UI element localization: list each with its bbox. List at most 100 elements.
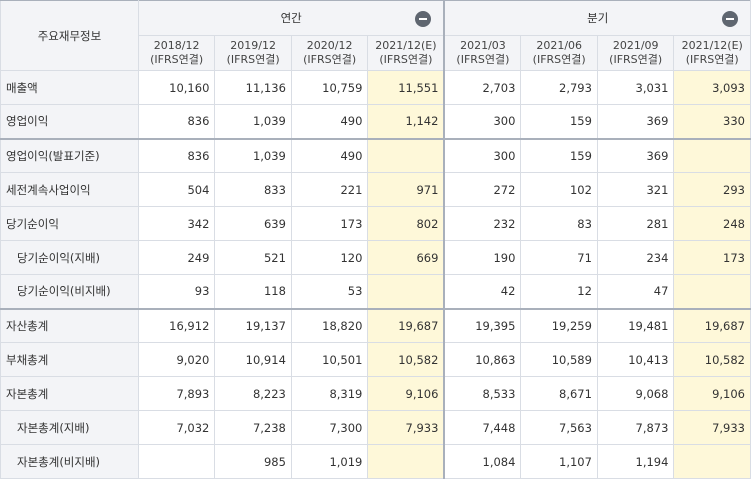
table-cell: 120 (290, 240, 369, 275)
table-cell: 281 (596, 206, 675, 241)
table-cell: 669 (367, 240, 445, 275)
period-column-header: 2019/12 (IFRS연결) (214, 35, 292, 71)
table-cell: 159 (520, 104, 598, 139)
table-cell: 490 (290, 104, 369, 139)
table-cell: 1,039 (214, 104, 292, 139)
table-cell: 18,820 (290, 307, 369, 343)
table-cell: 369 (596, 104, 675, 139)
row-label: 당기순이익 (0, 206, 139, 241)
table-cell: 1,142 (367, 104, 445, 139)
table-cell: 10,501 (290, 342, 369, 377)
period-label: 2018/12 (153, 39, 200, 52)
period-column-header: 2021/12(E) (IFRS연결) (367, 35, 445, 71)
period-label: 2020/12 (306, 39, 353, 52)
row-label: 영업이익 (0, 104, 139, 139)
table-cell: 369 (596, 137, 675, 173)
row-label: 자본총계 (0, 376, 139, 411)
table-cell: 2,793 (520, 70, 598, 105)
period-column-header: 2021/06 (IFRS연결) (520, 35, 598, 71)
table-cell (673, 444, 751, 479)
row-label: 세전계속사업이익 (0, 172, 139, 207)
basis-label: (IFRS연결) (226, 53, 280, 66)
row-label: 부채총계 (0, 342, 139, 377)
table-cell: 9,020 (137, 342, 216, 377)
table-cell: 19,687 (367, 307, 445, 343)
table-cell: 8,533 (443, 376, 522, 411)
annual-group-label: 연간 (280, 11, 302, 25)
table-cell: 221 (290, 172, 369, 207)
table-cell: 300 (443, 104, 522, 139)
table-cell: 9,106 (367, 376, 445, 411)
table-cell: 521 (214, 240, 292, 275)
table-cell: 7,300 (290, 410, 369, 445)
table-cell: 11,551 (367, 70, 445, 105)
table-cell: 321 (596, 172, 675, 207)
table-row: 영업이익(발표기준) 836 1,039 490 300 159 369 (0, 137, 751, 173)
table-cell: 802 (367, 206, 445, 241)
table-cell: 10,863 (443, 342, 522, 377)
table-cell: 836 (137, 137, 216, 173)
table-cell: 9,106 (673, 376, 751, 411)
period-label: 2019/12 (230, 39, 276, 52)
table-cell: 7,933 (673, 410, 751, 445)
table-cell: 2,703 (443, 70, 522, 105)
table-cell (673, 274, 751, 309)
table-cell: 833 (214, 172, 292, 207)
table-cell: 93 (137, 274, 216, 309)
table-cell (673, 137, 751, 173)
table-cell: 971 (367, 172, 445, 207)
basis-label: (IFRS연결) (685, 53, 739, 66)
row-label: 자본총계(지배) (0, 410, 139, 445)
table-cell: 10,589 (520, 342, 598, 377)
table-cell (137, 444, 216, 479)
basis-label: (IFRS연결) (532, 53, 586, 66)
table-cell: 3,093 (673, 70, 751, 105)
table-cell: 118 (214, 274, 292, 309)
table-cell: 300 (443, 137, 522, 173)
basis-label: (IFRS연결) (609, 53, 663, 66)
table-cell (367, 274, 445, 309)
table-row: 자본총계(지배) 7,032 7,238 7,300 7,933 7,448 7,563 7,… (0, 410, 751, 445)
table-cell: 10,413 (596, 342, 675, 377)
period-label: 2021/03 (460, 39, 506, 52)
table-cell: 16,912 (137, 307, 216, 343)
table-cell: 7,032 (137, 410, 216, 445)
table-cell: 10,914 (214, 342, 292, 377)
table-cell: 7,893 (137, 376, 216, 411)
table-cell: 234 (596, 240, 675, 275)
table-cell: 19,481 (596, 307, 675, 343)
table-cell: 47 (596, 274, 675, 309)
period-label: 2021/12(E) (375, 39, 437, 52)
table-cell: 8,223 (214, 376, 292, 411)
table-cell: 102 (520, 172, 598, 207)
table-cell: 272 (443, 172, 522, 207)
table-cell: 342 (137, 206, 216, 241)
table-cell: 248 (673, 206, 751, 241)
table-cell: 19,395 (443, 307, 522, 343)
table-cell: 19,687 (673, 307, 751, 343)
table-row: 당기순이익 342 639 173 802 232 83 281 248 (0, 206, 751, 241)
quarterly-collapse-icon[interactable] (722, 11, 738, 27)
table-cell: 836 (137, 104, 216, 139)
table-cell: 7,238 (214, 410, 292, 445)
period-column-header: 2021/09 (IFRS연결) (596, 35, 675, 71)
quarterly-group-header: 분기 (443, 0, 751, 36)
table-cell: 7,563 (520, 410, 598, 445)
table-corner-label: 주요재무정보 (0, 0, 139, 71)
table-cell: 10,160 (137, 70, 216, 105)
table-cell (367, 444, 445, 479)
table-row: 당기순이익(지배) 249 521 120 669 190 71 234 173 (0, 240, 751, 275)
row-label: 매출액 (0, 70, 139, 105)
annual-collapse-icon[interactable] (415, 11, 432, 27)
table-cell (367, 137, 445, 173)
table-cell: 7,448 (443, 410, 522, 445)
basis-label: (IFRS연결) (303, 53, 357, 66)
period-label: 2021/12(E) (681, 39, 743, 52)
table-cell: 330 (673, 104, 751, 139)
table-cell: 232 (443, 206, 522, 241)
table-cell: 71 (520, 240, 598, 275)
basis-label: (IFRS연결) (379, 53, 433, 66)
row-label: 당기순이익(비지배) (0, 274, 139, 309)
quarterly-group-label: 분기 (587, 11, 609, 25)
